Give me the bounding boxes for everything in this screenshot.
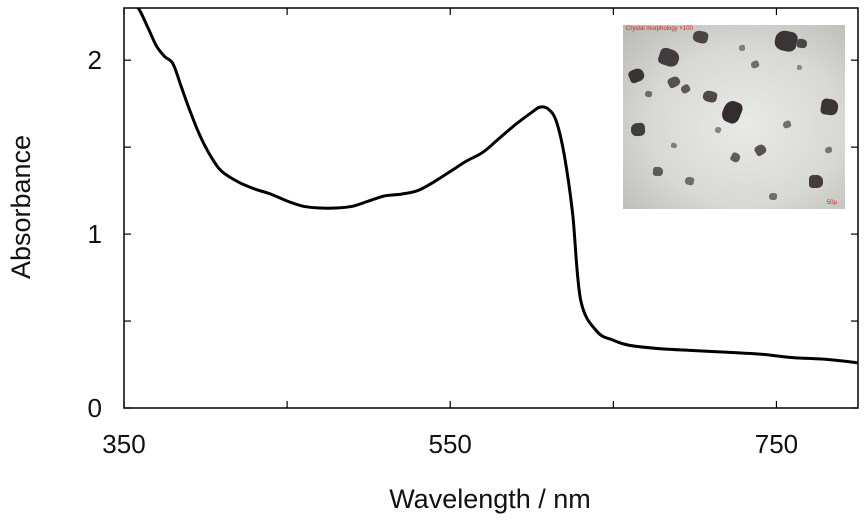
crystal-particle — [670, 142, 678, 149]
x-axis-label: Wavelength / nm — [389, 484, 591, 514]
crystal-particle — [719, 98, 745, 126]
x-tick-label: 750 — [755, 429, 798, 459]
crystal-particle — [714, 126, 722, 134]
crystal-particle — [773, 28, 799, 54]
y-tick-label: 1 — [88, 219, 102, 249]
series-group — [136, 8, 858, 365]
crystal-particle — [750, 59, 760, 70]
crystal-particle — [753, 142, 768, 158]
axis-ticks — [123, 8, 858, 409]
crystal-particle — [796, 64, 803, 71]
crystal-particle — [819, 97, 840, 117]
crystal-particle — [809, 175, 823, 188]
crystal-particle — [768, 192, 778, 201]
crystal-particle — [656, 46, 682, 69]
plot-frame — [123, 7, 859, 409]
crystal-particle — [738, 44, 746, 52]
tick-labels: 350 550 750 0 1 2 — [88, 45, 799, 459]
y-axis-label: Absorbance — [6, 135, 36, 279]
crystal-particle — [666, 74, 682, 90]
y-tick-label: 2 — [88, 45, 102, 75]
crystal-particle — [782, 119, 792, 130]
crystal-particle — [644, 90, 653, 98]
crystal-particle — [679, 83, 692, 95]
micrograph-caption: Crystal morphology ×100 — [626, 26, 693, 32]
crystal-particle — [729, 151, 742, 164]
crystal-particle — [702, 89, 718, 104]
absorbance-series-line — [136, 8, 858, 365]
crystal-particle — [630, 122, 646, 137]
crystal-particle — [691, 29, 710, 45]
x-tick-label: 350 — [102, 429, 145, 459]
y-tick-label: 0 — [88, 393, 102, 423]
micrograph-scale-label: 50μ — [826, 200, 837, 206]
crystal-particle — [627, 66, 646, 85]
micrograph-inset: Crystal morphology ×100 50μ — [623, 25, 845, 209]
x-tick-label: 550 — [429, 429, 472, 459]
crystal-particle — [652, 166, 664, 177]
crystal-particle — [796, 38, 808, 49]
crystal-particle — [824, 146, 833, 154]
crystal-particle — [684, 176, 695, 186]
plot-area-frame — [123, 7, 859, 409]
